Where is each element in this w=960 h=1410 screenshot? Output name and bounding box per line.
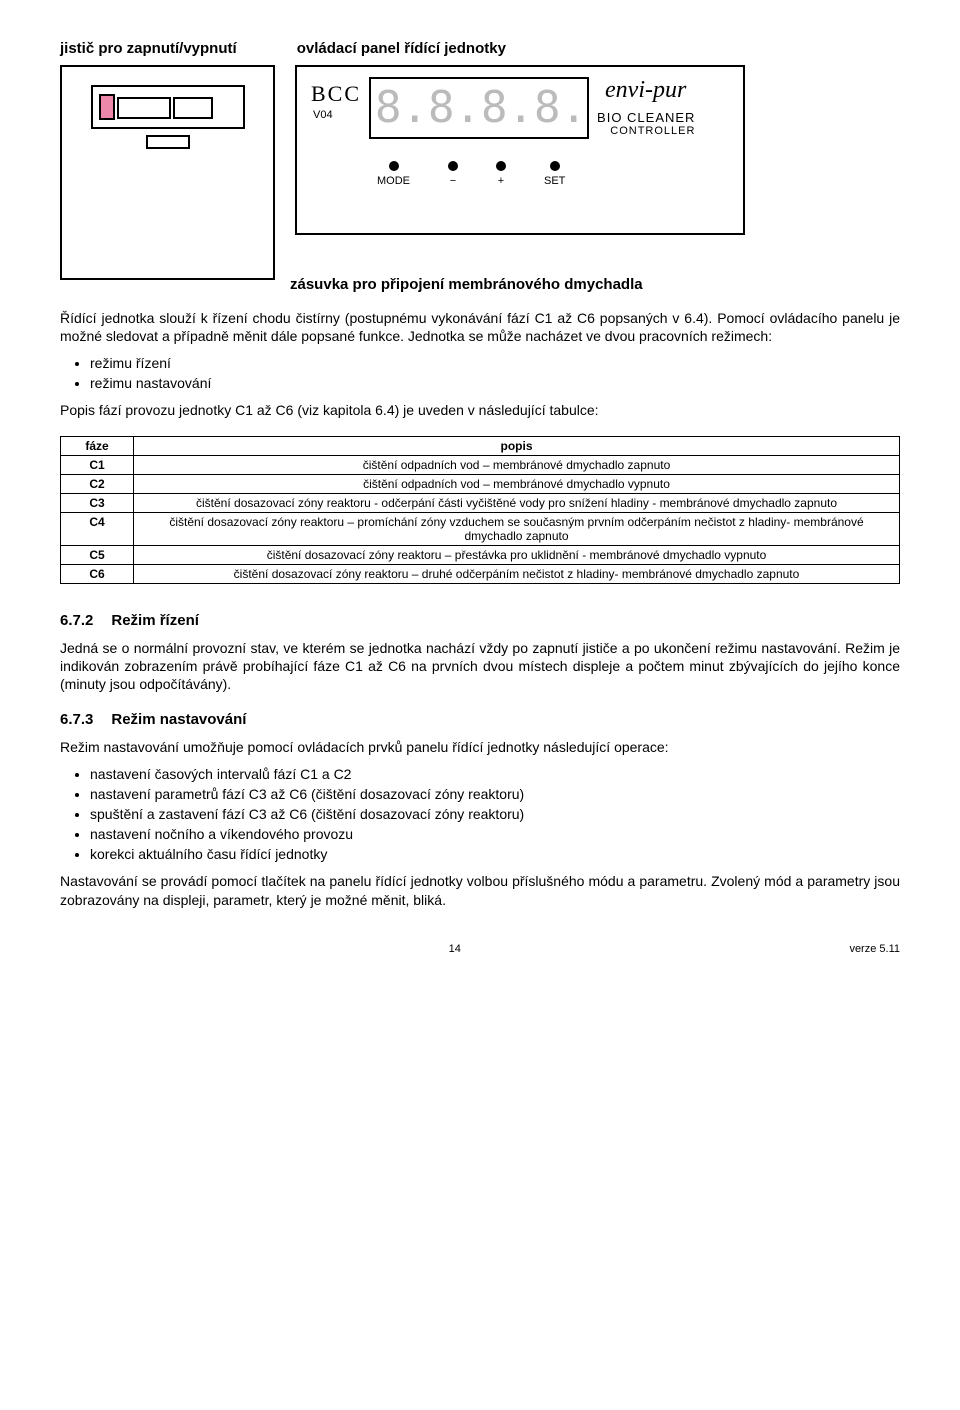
table-row: C5čištění dosazovací zóny reaktoru – pře…	[61, 545, 900, 564]
section-673-p1: Režim nastavování umožňuje pomocí ovláda…	[60, 738, 900, 756]
controller-label: CONTROLLER	[597, 125, 695, 137]
table-row: C4čištění dosazovací zóny reaktoru – pro…	[61, 512, 900, 545]
list-item: režimu nastavování	[90, 375, 900, 391]
display-window: 8. 8. 8. 8.	[369, 77, 589, 139]
bcc-label: BCC	[311, 81, 361, 107]
digit: 8.	[481, 86, 534, 130]
list-item: režimu řízení	[90, 355, 900, 371]
table-row: C1čištění odpadních vod – membránové dmy…	[61, 455, 900, 474]
jistic-box	[60, 65, 275, 280]
jistic-inner	[91, 85, 245, 129]
list-item: nastavení časových intervalů fází C1 a C…	[90, 766, 900, 782]
bio-cleaner-label: BIO CLEANER	[597, 110, 695, 125]
intro-p2: Popis fází provozu jednotky C1 až C6 (vi…	[60, 401, 900, 419]
diagram-row: BCC V04 8. 8. 8. 8. envi-pur BIO CLEANER…	[60, 65, 900, 280]
minus-button[interactable]: −	[448, 161, 458, 187]
intro-p1: Řídící jednotka slouží k řízení chodu či…	[60, 309, 900, 345]
plus-button[interactable]: +	[496, 161, 506, 187]
digit: 8.	[428, 86, 481, 130]
section-673-heading: 6.7.3Režim nastavování	[60, 711, 900, 728]
version-label: verze 5.11	[849, 943, 900, 955]
panel-buttons: MODE − + SET	[377, 161, 729, 187]
section-672-p: Jedná se o normální provozní stav, ve kt…	[60, 639, 900, 694]
table-row: C2čištění odpadních vod – membránové dmy…	[61, 474, 900, 493]
mode-button[interactable]: MODE	[377, 161, 410, 187]
jistic-label: jistič pro zapnutí/vypnutí	[60, 40, 237, 57]
panel-label: ovládací panel řídící jednotky	[297, 40, 506, 57]
jistic-slot-highlight	[99, 94, 115, 120]
envi-pur-label: envi-pur	[605, 77, 695, 104]
list-item: nastavení nočního a víkendového provozu	[90, 826, 900, 842]
digit: 8.	[375, 86, 428, 130]
section-673-bullets: nastavení časových intervalů fází C1 a C…	[90, 766, 900, 862]
jistic-tab	[146, 135, 190, 149]
intro-bullets: režimu řízení režimu nastavování	[90, 355, 900, 391]
table-row: C3čištění dosazovací zóny reaktoru - odč…	[61, 493, 900, 512]
section-672-heading: 6.7.2Režim řízení	[60, 612, 900, 629]
control-panel: BCC V04 8. 8. 8. 8. envi-pur BIO CLEANER…	[295, 65, 745, 235]
phase-table: fáze popis C1čištění odpadních vod – mem…	[60, 436, 900, 584]
table-row: C6čištění dosazovací zóny reaktoru – dru…	[61, 564, 900, 583]
table-header: fáze	[61, 436, 134, 455]
zasuvka-label: zásuvka pro připojení membránového dmych…	[290, 276, 900, 293]
jistic-port	[173, 97, 213, 119]
digit: 8.	[534, 86, 587, 130]
set-button[interactable]: SET	[544, 161, 565, 187]
section-673-p2: Nastavování se provádí pomocí tlačítek n…	[60, 872, 900, 908]
table-header: popis	[134, 436, 900, 455]
v04-label: V04	[313, 109, 361, 121]
list-item: korekci aktuálního času řídící jednotky	[90, 846, 900, 862]
footer: 14 verze 5.11	[60, 943, 900, 955]
page-number: 14	[60, 943, 849, 955]
list-item: spuštění a zastavení fází C3 až C6 (čišt…	[90, 806, 900, 822]
jistic-port	[117, 97, 171, 119]
list-item: nastavení parametrů fází C3 až C6 (čiště…	[90, 786, 900, 802]
